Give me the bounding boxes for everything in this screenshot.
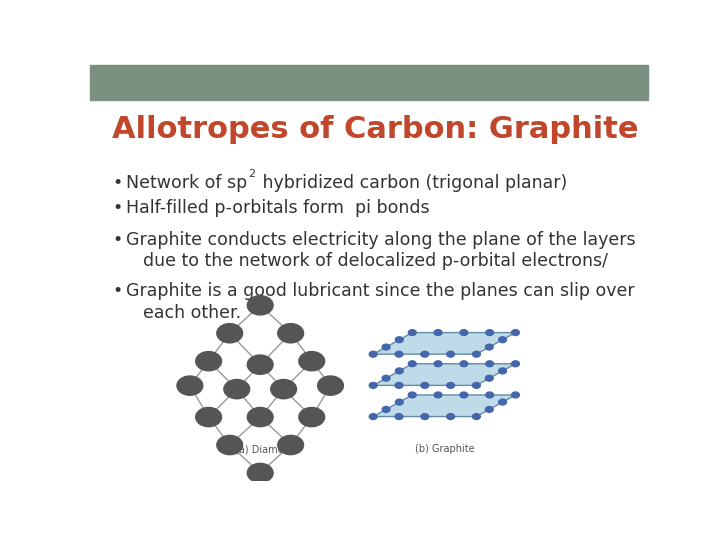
Circle shape (512, 361, 519, 367)
Text: •: • (112, 174, 122, 192)
Circle shape (421, 382, 428, 388)
Circle shape (395, 337, 403, 342)
Circle shape (247, 355, 273, 374)
Circle shape (395, 352, 403, 357)
Text: each other.: each other. (143, 303, 241, 322)
Circle shape (369, 352, 377, 357)
Circle shape (408, 361, 416, 367)
Text: (a) Diamond: (a) Diamond (235, 444, 296, 455)
Polygon shape (373, 364, 516, 386)
Circle shape (395, 414, 403, 420)
Text: due to the network of delocalized p-orbital electrons/: due to the network of delocalized p-orbi… (143, 253, 608, 271)
Circle shape (446, 414, 454, 420)
Text: 2: 2 (248, 169, 256, 179)
Text: Network of sp: Network of sp (126, 174, 248, 192)
Text: Graphite conducts electricity along the plane of the layers: Graphite conducts electricity along the … (126, 231, 636, 249)
Circle shape (382, 407, 390, 413)
Circle shape (460, 361, 468, 367)
Circle shape (460, 329, 468, 335)
Circle shape (408, 392, 416, 398)
Circle shape (382, 344, 390, 350)
Circle shape (421, 352, 428, 357)
Circle shape (395, 399, 403, 405)
Circle shape (278, 323, 304, 343)
Text: Allotropes of Carbon: Graphite: Allotropes of Carbon: Graphite (112, 114, 639, 144)
Circle shape (299, 408, 325, 427)
Circle shape (512, 392, 519, 398)
Circle shape (196, 352, 222, 371)
Circle shape (278, 435, 304, 455)
Circle shape (318, 376, 343, 395)
Circle shape (369, 382, 377, 388)
Text: •: • (112, 282, 122, 300)
Circle shape (460, 392, 468, 398)
Circle shape (499, 368, 506, 374)
Polygon shape (373, 333, 516, 354)
Bar (90, 65, 648, 100)
Circle shape (446, 352, 454, 357)
Circle shape (512, 329, 519, 335)
Circle shape (486, 361, 494, 367)
Circle shape (472, 382, 480, 388)
Circle shape (369, 414, 377, 420)
Circle shape (408, 329, 416, 335)
Circle shape (485, 344, 493, 350)
Circle shape (499, 399, 506, 405)
Circle shape (434, 329, 442, 335)
Text: •: • (112, 199, 122, 217)
Circle shape (217, 435, 243, 455)
Circle shape (395, 368, 403, 374)
Circle shape (485, 375, 493, 381)
Circle shape (486, 392, 494, 398)
Circle shape (485, 407, 493, 413)
Text: hybridized carbon (trigonal planar): hybridized carbon (trigonal planar) (257, 174, 567, 192)
Circle shape (247, 463, 273, 483)
Circle shape (446, 382, 454, 388)
Circle shape (472, 352, 480, 357)
Circle shape (224, 380, 250, 399)
Circle shape (434, 392, 442, 398)
Circle shape (421, 414, 428, 420)
Circle shape (247, 296, 273, 315)
Circle shape (486, 329, 494, 335)
Circle shape (434, 361, 442, 367)
Circle shape (499, 337, 506, 342)
Circle shape (196, 408, 222, 427)
Polygon shape (373, 395, 516, 416)
Text: Half-filled p-orbitals form  pi bonds: Half-filled p-orbitals form pi bonds (126, 199, 430, 217)
Text: 2: 2 (248, 169, 256, 179)
Text: Graphite is a good lubricant since the planes can slip over: Graphite is a good lubricant since the p… (126, 282, 635, 300)
Text: (b) Graphite: (b) Graphite (415, 444, 474, 455)
Circle shape (382, 375, 390, 381)
Circle shape (177, 376, 203, 395)
Circle shape (299, 352, 325, 371)
Circle shape (217, 323, 243, 343)
Circle shape (472, 414, 480, 420)
Circle shape (247, 408, 273, 427)
Circle shape (271, 380, 297, 399)
Circle shape (395, 382, 403, 388)
Text: •: • (112, 231, 122, 249)
